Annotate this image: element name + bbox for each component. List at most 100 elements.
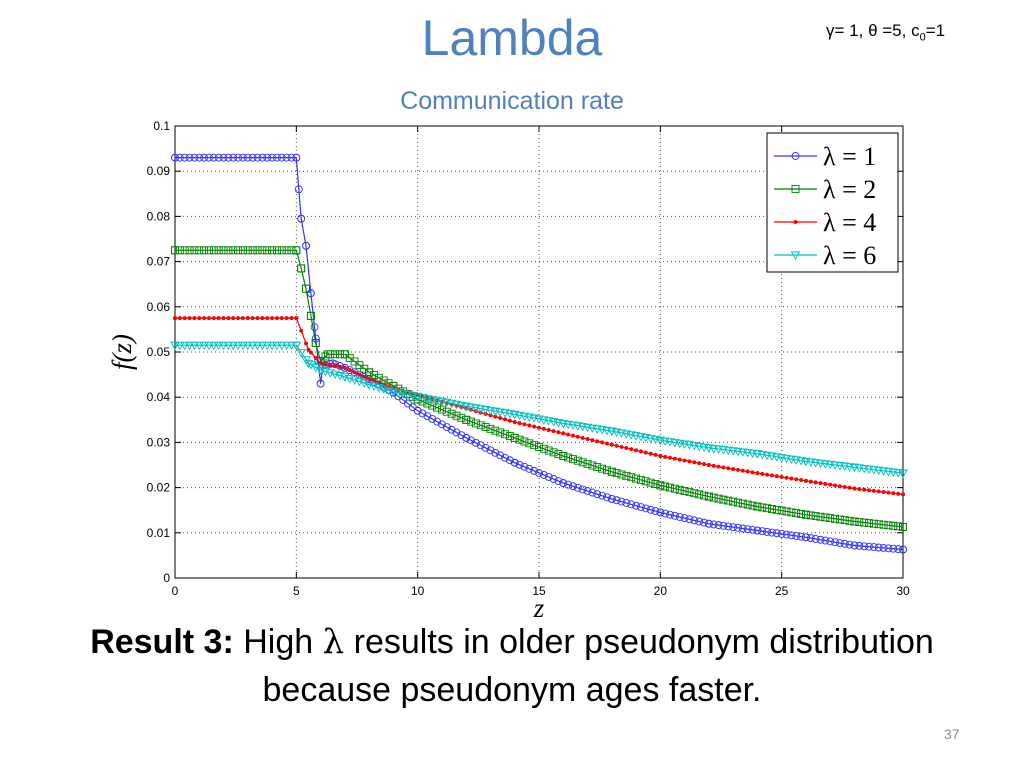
data-point — [704, 519, 713, 528]
data-point — [638, 449, 643, 454]
data-point — [808, 479, 813, 484]
legend-label: λ = 4 — [823, 208, 876, 237]
data-point — [881, 489, 886, 495]
legend-entry: λ = 6 — [774, 241, 876, 270]
data-point — [362, 374, 367, 379]
data-point — [687, 459, 692, 464]
data-point — [855, 541, 864, 550]
data-point — [525, 439, 534, 448]
data-point — [701, 462, 707, 467]
data-point — [593, 463, 602, 471]
data-point — [879, 543, 888, 552]
data-point — [607, 467, 616, 476]
data-point — [646, 478, 655, 487]
data-point — [243, 341, 253, 351]
data-point — [554, 477, 563, 485]
data-point — [609, 442, 614, 447]
data-point — [467, 436, 476, 445]
data-point — [512, 420, 517, 425]
y-tick-label: 0.04 — [147, 390, 171, 404]
data-point — [536, 425, 542, 430]
data-point — [849, 463, 860, 473]
data-point — [253, 246, 262, 255]
series-line — [175, 344, 904, 474]
data-point — [452, 428, 461, 437]
data-point — [286, 341, 297, 351]
data-point — [845, 516, 854, 525]
data-point — [238, 341, 248, 351]
data-point — [496, 428, 505, 437]
data-point — [447, 409, 456, 418]
data-point — [347, 368, 352, 373]
data-point — [763, 527, 772, 536]
data-point — [752, 450, 763, 459]
data-point — [462, 415, 471, 424]
data-point — [199, 341, 209, 351]
data-point — [738, 524, 747, 533]
data-point — [806, 511, 815, 520]
data-point — [262, 341, 272, 351]
data-point — [541, 426, 546, 431]
data-point — [284, 316, 289, 321]
data-point — [211, 316, 216, 321]
data-point — [337, 364, 343, 369]
data-point — [772, 505, 781, 514]
data-point — [663, 454, 668, 459]
data-point — [573, 483, 582, 492]
data-point — [894, 545, 903, 554]
legend-marker — [793, 219, 798, 225]
data-point — [823, 481, 828, 486]
data-point — [792, 532, 801, 540]
data-point — [258, 246, 267, 255]
data-point — [559, 479, 568, 488]
data-point — [884, 544, 893, 553]
data-point — [303, 341, 309, 346]
data-point — [731, 467, 736, 472]
data-point — [171, 153, 179, 162]
data-point — [428, 401, 437, 410]
slide-subtitle: Communication rate — [400, 87, 624, 115]
result-statement: Result 3: High λ results in older pseudo… — [0, 618, 1024, 714]
slide-title: Lambda — [421, 10, 603, 66]
data-point — [896, 491, 901, 496]
data-point — [250, 316, 255, 321]
data-point — [496, 451, 505, 460]
data-point — [501, 453, 509, 462]
data-point — [750, 470, 755, 475]
data-point — [831, 514, 840, 523]
data-point — [265, 316, 270, 321]
data-point — [204, 341, 214, 351]
data-point — [457, 431, 466, 440]
data-point — [297, 214, 306, 223]
data-point — [539, 444, 548, 453]
data-point — [714, 494, 723, 503]
data-point — [491, 426, 500, 435]
data-point — [306, 361, 316, 370]
data-point — [602, 493, 611, 502]
data-point — [243, 246, 252, 255]
data-point — [666, 483, 674, 492]
data-point — [636, 475, 645, 484]
data-point — [233, 341, 243, 351]
data-point — [768, 528, 776, 537]
data-point — [558, 419, 569, 429]
data-point — [855, 518, 864, 526]
data-point — [505, 432, 514, 441]
axis-ticks: 0 5 10 15 20 25 30 0 0.01 0.02 0.03 0.04 0.05 0.06 0.0… — [147, 119, 910, 598]
data-point — [535, 468, 543, 477]
result-lead: Result 3: — [90, 623, 234, 661]
legend-entry: λ = 1 — [774, 142, 876, 171]
data-point — [243, 153, 252, 162]
data-point — [784, 475, 789, 480]
data-point — [619, 444, 624, 449]
data-point — [734, 498, 742, 507]
data-point — [709, 493, 718, 502]
data-point — [310, 323, 319, 332]
data-point — [267, 341, 277, 351]
data-point — [321, 352, 330, 361]
data-point — [509, 410, 520, 420]
data-point — [532, 424, 537, 429]
data-point — [551, 429, 556, 434]
data-point — [277, 246, 286, 255]
parameter-label: γ= 1, θ =5, c0=1 — [826, 21, 945, 43]
